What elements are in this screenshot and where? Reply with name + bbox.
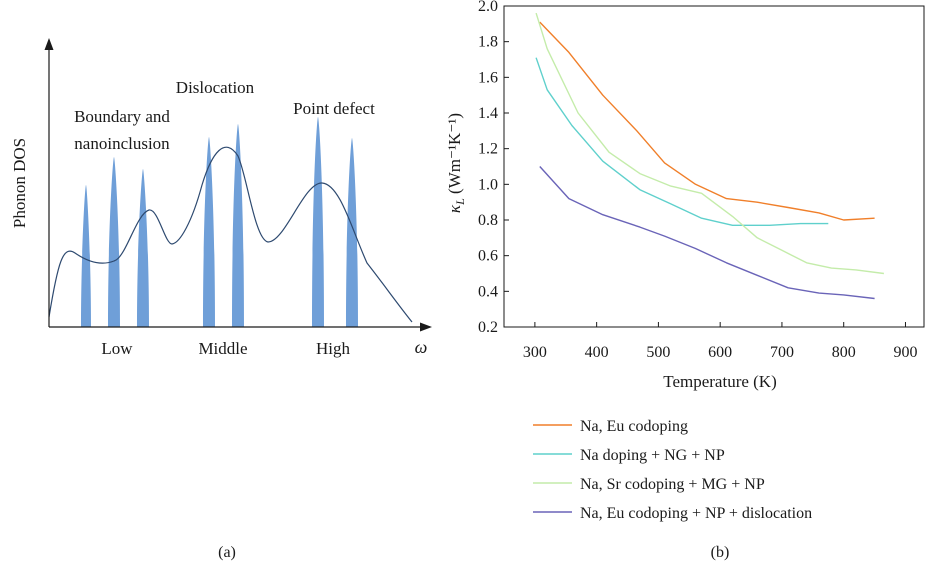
x-tick-label: 400 bbox=[585, 344, 609, 361]
caption-b: (b) bbox=[711, 544, 730, 561]
y-axis-ticks: 0.2 0.4 0.6 0.8 1.0 1.2 1.4 1.6 1.8 2.0 bbox=[478, 0, 509, 336]
y-tick-label: 0.6 bbox=[478, 248, 498, 265]
y-tick-label: 0.4 bbox=[478, 283, 498, 300]
series-line-4 bbox=[539, 166, 875, 300]
y-tick-label: 1.0 bbox=[478, 176, 498, 193]
tick-middle: Middle bbox=[198, 339, 247, 358]
x-tick-label: 800 bbox=[832, 344, 856, 361]
annotation-boundary: Boundary and bbox=[74, 107, 170, 126]
x-tick-label: 500 bbox=[646, 344, 670, 361]
y-tick-label: 1.6 bbox=[478, 69, 498, 86]
y-label-unit: (Wm⁻¹K⁻¹) bbox=[445, 113, 464, 198]
series-line-3 bbox=[535, 12, 884, 275]
y-tick-label: 2.0 bbox=[478, 0, 498, 15]
tick-high: High bbox=[316, 339, 351, 358]
annotation-nanoinclusion: nanoinclusion bbox=[74, 134, 170, 153]
x-tick-label: 700 bbox=[770, 344, 794, 361]
annotation-dislocation: Dislocation bbox=[176, 78, 255, 97]
y-tick-label: 1.8 bbox=[478, 34, 498, 51]
x-axis-arrow-a bbox=[420, 322, 432, 332]
y-tick-label: 1.4 bbox=[478, 105, 498, 122]
dos-curve bbox=[48, 146, 413, 323]
panel-a: Phonon DOS ω Low Middle High Boundary an… bbox=[10, 38, 432, 561]
y-tick-label: 0.2 bbox=[478, 319, 498, 336]
legend: Na, Eu codoping Na doping + NG + NP Na, Sr… bbox=[533, 418, 812, 522]
dos-peaks bbox=[81, 117, 358, 327]
x-tick-label: 900 bbox=[893, 344, 917, 361]
tick-low: Low bbox=[101, 339, 133, 358]
plot-frame bbox=[503, 5, 925, 328]
legend-label-1: Na, Eu codoping bbox=[580, 418, 688, 435]
legend-label-4: Na, Eu codoping + NP + dislocation bbox=[580, 505, 812, 522]
annotation-point-defect: Point defect bbox=[293, 99, 375, 118]
caption-a: (a) bbox=[218, 544, 236, 561]
y-tick-label: 0.8 bbox=[478, 212, 498, 229]
x-tick-label: 300 bbox=[523, 344, 547, 361]
x-tick-label: 600 bbox=[708, 344, 732, 361]
series-line-2 bbox=[535, 57, 829, 227]
y-label-kappa: κ bbox=[445, 204, 464, 213]
series-line-1 bbox=[539, 21, 875, 221]
legend-label-3: Na, Sr codoping + MG + NP bbox=[580, 476, 765, 493]
y-axis-arrow-a bbox=[44, 38, 54, 50]
series-lines bbox=[535, 12, 884, 300]
y-axis-label: κL (Wm⁻¹K⁻¹) bbox=[445, 113, 467, 213]
legend-label-2: Na doping + NG + NP bbox=[580, 447, 725, 464]
omega-label: ω bbox=[415, 337, 428, 357]
y-tick-label: 1.2 bbox=[478, 141, 498, 158]
x-axis-label: Temperature (K) bbox=[663, 372, 777, 391]
x-axis-ticks: 300 400 500 600 700 800 900 bbox=[523, 322, 917, 361]
y-label-a: Phonon DOS bbox=[10, 138, 29, 228]
y-label-subscript: L bbox=[453, 198, 467, 206]
panel-b: 0.2 0.4 0.6 0.8 1.0 1.2 1.4 1.6 1.8 2.0 300 400 500… bbox=[445, 0, 925, 561]
